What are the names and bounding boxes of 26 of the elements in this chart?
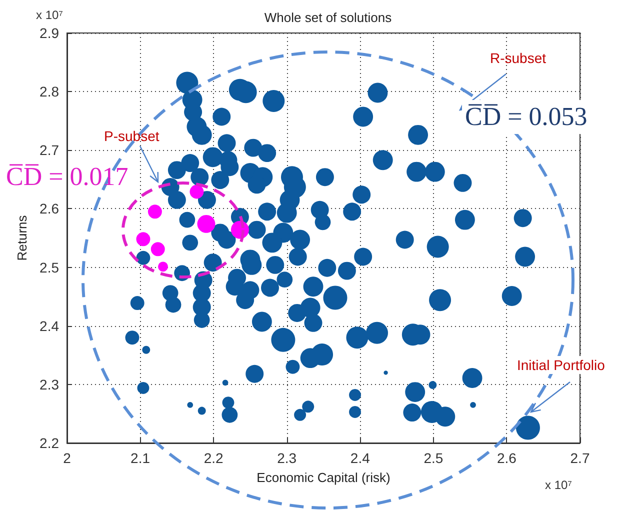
x-tick-label: 2.4 bbox=[350, 450, 370, 466]
y-tick-label: 2.9 bbox=[40, 25, 60, 41]
x-tick-label: 2.7 bbox=[570, 450, 590, 466]
annotation: P-subset bbox=[104, 128, 160, 144]
y-tick-label: 2.4 bbox=[40, 318, 60, 334]
y-tick-label: 2.6 bbox=[40, 200, 60, 217]
y-tick-label: 2.5 bbox=[40, 259, 60, 276]
x-axis-title: Economic Capital (risk) bbox=[256, 470, 390, 485]
y-tick-label: 2.8 bbox=[40, 84, 60, 100]
y-tick-label: 2.2 bbox=[40, 435, 60, 451]
x-tick-label: 2 bbox=[63, 450, 72, 466]
annotation: C̅D̅ = 0.053 bbox=[462, 100, 590, 134]
x-tick-label: 2.3 bbox=[277, 450, 297, 466]
annotation: C̅D̅ = 0.017 bbox=[6, 162, 128, 192]
x-tick-label: 2.1 bbox=[130, 450, 150, 466]
y-axis-title: Returns bbox=[14, 214, 30, 261]
text: x 10⁷ bbox=[36, 8, 64, 22]
annotation: Initial Portfolio bbox=[515, 356, 607, 374]
x-tick-label: 2.5 bbox=[424, 450, 444, 466]
y-tick-label: 2.7 bbox=[40, 142, 60, 158]
annotation: R-subset bbox=[490, 50, 546, 66]
y-tick-label: 2.3 bbox=[40, 376, 60, 392]
chart-title: Whole set of solutions bbox=[264, 10, 392, 25]
text: x 10⁷ bbox=[545, 478, 572, 492]
x-tick-label: 2.2 bbox=[204, 450, 224, 466]
x-tick-label: 2.6 bbox=[496, 450, 517, 466]
